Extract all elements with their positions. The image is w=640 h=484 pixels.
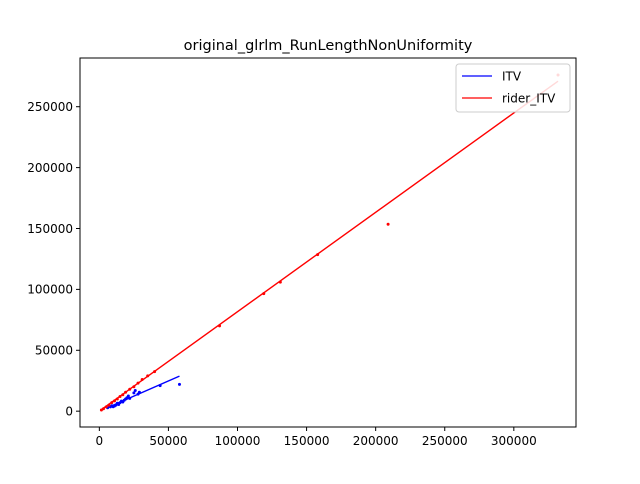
y-tick-label: 100000 [27,283,73,297]
data-point-rider-itv [115,397,119,401]
plot-area [99,73,560,412]
y-tick-label: 150000 [27,222,73,236]
data-point-itv [158,384,162,388]
data-point-rider-itv [121,393,125,397]
data-point-itv [132,391,136,395]
data-point-rider-itv [101,407,105,411]
data-point-rider-itv [153,370,157,374]
data-point-itv [137,390,141,394]
data-point-rider-itv [262,292,266,296]
chart-title: original_glrlm_RunLengthNonUniformity [184,38,473,54]
y-tick-label: 200000 [27,161,73,175]
data-point-rider-itv [278,280,282,284]
data-point-rider-itv [146,374,150,378]
data-point-rider-itv [118,395,122,399]
x-tick-label: 100000 [215,434,261,448]
y-tick-label: 0 [65,404,73,418]
data-point-rider-itv [107,403,111,407]
data-point-rider-itv [136,381,140,385]
data-point-itv [126,394,130,398]
x-tick-label: 50000 [149,434,187,448]
data-point-rider-itv [124,390,128,394]
x-tick-label: 300000 [491,434,537,448]
data-point-rider-itv [218,324,222,328]
data-point-itv [133,388,137,392]
data-point-rider-itv [104,405,108,409]
y-tick-label: 250000 [27,100,73,114]
data-point-rider-itv [128,387,132,391]
legend: ITV rider_ITV [455,63,571,113]
fit-line-rider-itv [100,80,559,411]
data-point-rider-itv [110,401,114,405]
legend-label-itv: ITV [502,70,522,84]
y-axis: 0 50000 100000 150000 200000 250000 [27,100,80,418]
data-point-rider-itv [316,253,320,257]
data-point-rider-itv [386,222,390,226]
data-point-itv [177,382,181,386]
legend-label-rider-itv: rider_ITV [502,92,556,106]
x-tick-label: 0 [96,434,104,448]
x-axis: 0 50000 100000 150000 200000 250000 300000 [96,427,537,448]
data-point-itv [128,396,132,400]
data-point-rider-itv [140,378,144,382]
x-tick-label: 200000 [353,434,399,448]
data-point-rider-itv [132,385,136,389]
y-tick-label: 50000 [35,344,73,358]
x-tick-label: 150000 [284,434,330,448]
axes-frame [79,57,577,428]
x-tick-label: 250000 [422,434,468,448]
data-point-rider-itv [113,399,117,403]
